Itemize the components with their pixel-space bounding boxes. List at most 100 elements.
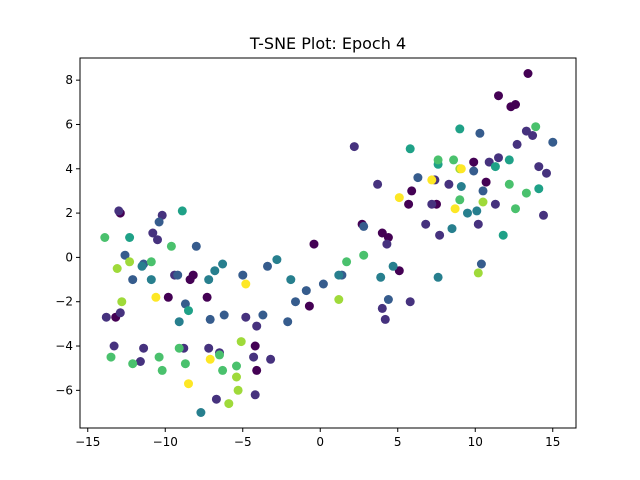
data-point [128,275,138,285]
data-point [286,275,296,285]
data-point [204,275,214,285]
data-point [472,206,482,216]
data-point [137,261,147,271]
x-tick-label: 0 [316,435,324,449]
data-point [542,168,551,178]
data-point [173,270,183,280]
data-point [433,272,443,282]
data-point [233,385,243,395]
data-point [512,139,522,149]
data-point [309,239,319,249]
data-point [523,69,533,78]
data-point [250,341,260,351]
data-point [405,144,415,154]
data-point [120,250,130,260]
data-point [373,179,383,189]
data-point [236,337,246,347]
data-point [511,204,520,214]
data-point [455,124,465,134]
data-point [101,312,111,322]
plot-frame [79,57,577,429]
data-point [283,317,293,327]
data-point [232,372,241,382]
y-tick-label: 4 [65,162,73,176]
data-point [383,295,393,304]
data-point [219,310,229,320]
data-point [157,365,167,375]
data-point [252,321,262,331]
data-point [100,233,110,242]
y-tick-label: −4 [55,339,73,353]
data-point [202,292,212,302]
data-point [215,350,224,360]
data-point [444,179,454,189]
data-point [125,233,135,242]
data-point [376,272,386,282]
data-point [475,128,485,138]
data-point [238,270,248,280]
chart-title: T-SNE Plot: Epoch 4 [249,34,406,53]
data-point [115,308,125,318]
data-point [112,264,122,273]
data-point [455,195,465,205]
data-point [218,365,228,375]
data-point [534,184,544,194]
y-tick-label: 2 [65,206,73,220]
data-point [163,292,173,302]
data-point [258,310,268,320]
data-point [109,341,119,351]
data-point [531,122,541,132]
data-point [481,177,491,187]
data-point [224,399,234,409]
data-point [117,297,127,307]
data-points [100,69,558,417]
data-point [504,179,514,189]
data-point [380,314,390,324]
data-point [447,224,457,234]
data-point [490,199,500,209]
data-point [349,142,359,152]
data-point [427,199,437,209]
data-point [476,259,486,269]
y-axis: −6 −4 −2 0 2 4 6 8 [55,73,80,397]
data-point [204,343,214,353]
data-point [334,295,344,304]
data-point [148,228,158,238]
data-point [449,155,459,165]
data-point [157,210,167,220]
data-point [174,317,184,327]
data-point [490,162,500,172]
data-point [478,197,488,207]
data-point [421,219,431,229]
data-point [211,394,221,404]
data-point [404,199,414,209]
data-point [154,352,164,362]
data-point [301,286,311,296]
y-tick-label: 6 [65,117,73,131]
data-point [382,239,392,249]
data-point [359,250,369,260]
data-point [174,343,184,353]
data-point [427,175,437,185]
data-point [435,230,445,240]
data-point [196,408,206,417]
data-point [342,257,352,267]
data-point [521,188,531,198]
data-point [146,275,156,285]
data-point [135,357,145,366]
x-tick-label: 15 [545,435,560,449]
data-point [218,259,228,269]
data-point [504,155,514,165]
data-point [463,208,472,218]
data-point [106,352,116,362]
data-point [241,279,251,289]
x-axis: −15 −10 −5 0 5 10 15 [75,428,560,449]
data-point [210,266,220,276]
x-tick-label: −5 [234,435,252,449]
data-point [534,162,544,172]
data-point [252,365,262,375]
data-point [450,204,460,214]
data-point [139,343,149,353]
